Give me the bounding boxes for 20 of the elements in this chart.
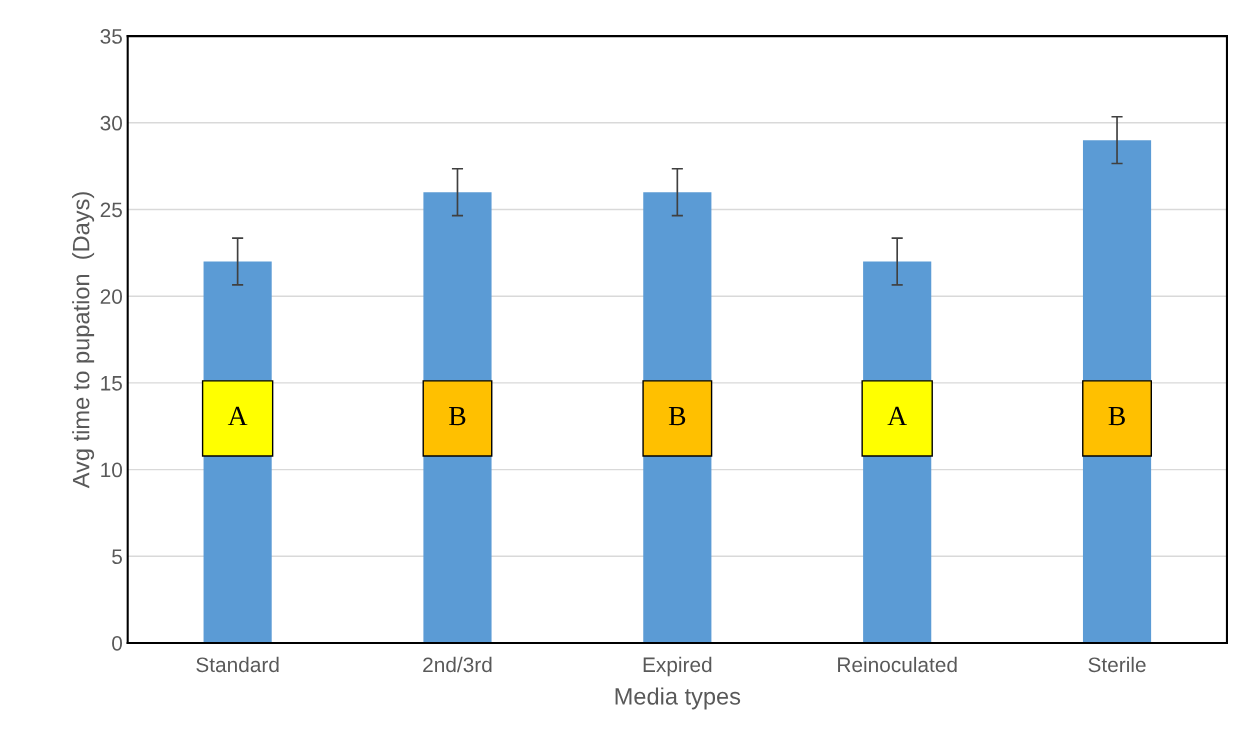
y-tick-label: 20 xyxy=(100,289,123,304)
y-tick-label: 15 xyxy=(101,376,122,391)
annotation: A xyxy=(887,406,908,426)
x-tick-label: Reinoculated xyxy=(838,656,957,673)
x-tick-label: Sterile xyxy=(1088,656,1146,673)
x-tick-label: 2nd/3rd xyxy=(423,656,492,673)
y-tick-label: 30 xyxy=(100,115,123,131)
annotation: B xyxy=(668,406,686,426)
y-tick-label: 5 xyxy=(112,549,122,565)
y-tick-label: 0 xyxy=(112,635,123,651)
y-tick-label: 10 xyxy=(101,462,123,478)
x-tick-label: Standard xyxy=(196,656,279,673)
x-axis-title: Media types xyxy=(615,687,741,710)
y-tick-label: 35 xyxy=(100,29,122,44)
annotation: B xyxy=(1108,406,1125,426)
y-axis-title: Avg time to pupation (Days) xyxy=(72,192,95,489)
x-tick-label: Expired xyxy=(643,656,712,677)
y-tick-label: 25 xyxy=(100,202,122,218)
annotation: B xyxy=(449,406,466,426)
annotation: A xyxy=(227,406,248,426)
